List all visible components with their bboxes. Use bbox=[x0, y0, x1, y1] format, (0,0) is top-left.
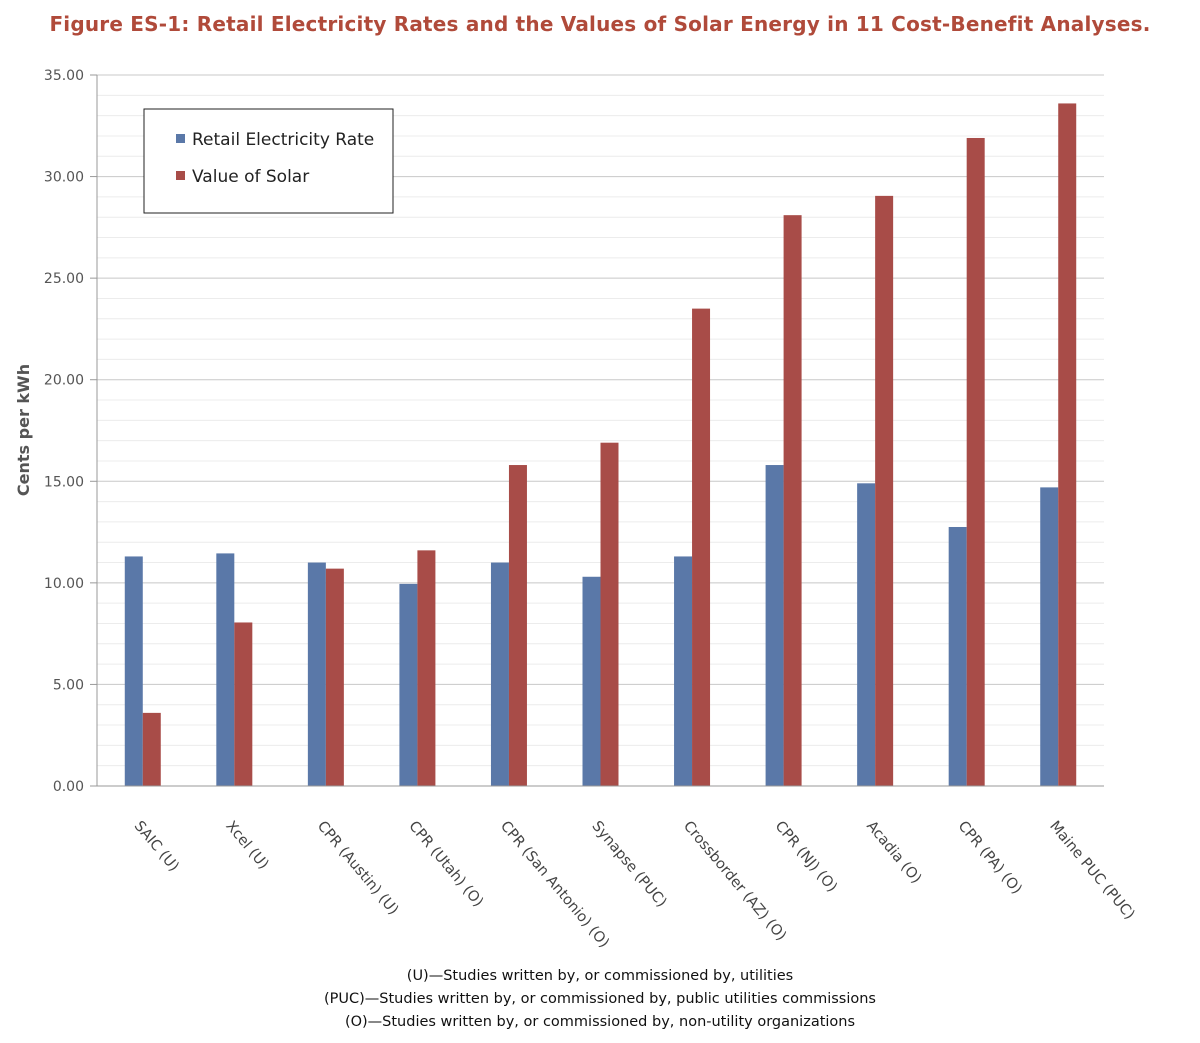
bar-value-of-solar bbox=[417, 550, 436, 786]
x-tick-label: CPR (Utah) (O) bbox=[405, 818, 486, 910]
legend-swatch bbox=[176, 171, 185, 180]
y-tick-label: 15.00 bbox=[44, 474, 84, 490]
x-tick-label: CPR (NJ) (O) bbox=[772, 818, 840, 895]
bar-value-of-solar bbox=[966, 137, 985, 786]
legend-label: Value of Solar bbox=[192, 167, 309, 187]
y-tick-label: 10.00 bbox=[44, 576, 84, 592]
bar-value-of-solar bbox=[508, 465, 527, 786]
x-tick-label: CPR (Austin) (U) bbox=[314, 818, 401, 918]
bar-retail-rate bbox=[674, 556, 693, 786]
x-tick-label: SAIC (U) bbox=[131, 818, 182, 875]
bar-retail-rate bbox=[399, 583, 418, 786]
bar-value-of-solar bbox=[875, 195, 894, 786]
footnote-non-utility: (O)—Studies written by, or commissioned … bbox=[344, 1014, 856, 1030]
x-tick-label: Synapse (PUC) bbox=[588, 818, 669, 910]
x-tick-label: Acadia (O) bbox=[863, 818, 924, 886]
bar-retail-rate bbox=[307, 562, 326, 786]
bar-value-of-solar bbox=[1058, 103, 1077, 786]
bar-value-of-solar bbox=[600, 442, 619, 786]
bar-value-of-solar bbox=[234, 622, 253, 786]
footnotes: (U)—Studies written by, or commissioned … bbox=[0, 965, 1200, 1034]
bar-retail-rate bbox=[857, 483, 876, 786]
footnote-puc: (PUC)—Studies written by, or commissione… bbox=[323, 991, 876, 1007]
x-tick-label: CPR (San Antonio) (O) bbox=[497, 818, 612, 951]
y-tick-label: 0.00 bbox=[53, 779, 84, 795]
bar-retail-rate bbox=[582, 576, 601, 786]
bar-value-of-solar bbox=[142, 712, 161, 786]
bar-retail-rate bbox=[216, 553, 235, 786]
bar-value-of-solar bbox=[692, 308, 711, 786]
y-tick-label: 35.00 bbox=[44, 68, 84, 84]
bar-value-of-solar bbox=[783, 215, 802, 786]
legend-label: Retail Electricity Rate bbox=[192, 130, 374, 150]
bars bbox=[124, 103, 1077, 786]
bar-retail-rate bbox=[1040, 487, 1059, 786]
x-tick-label: Maine PUC (PUC) bbox=[1046, 818, 1137, 923]
legend-swatch bbox=[176, 134, 185, 143]
y-axis-label: Cents per kWh bbox=[14, 364, 33, 496]
y-tick-label: 5.00 bbox=[53, 677, 84, 693]
chart-title: Figure ES-1: Retail Electricity Rates an… bbox=[49, 12, 1151, 36]
footnote-utilities: (U)—Studies written by, or commissioned … bbox=[406, 968, 794, 984]
bar-retail-rate bbox=[490, 562, 509, 786]
legend: Retail Electricity Rate Value of Solar bbox=[143, 108, 394, 214]
bar-retail-rate bbox=[124, 556, 143, 786]
bar-value-of-solar bbox=[325, 568, 344, 786]
bar-retail-rate bbox=[948, 526, 967, 786]
y-tick-label: 25.00 bbox=[44, 271, 84, 287]
legend-box bbox=[143, 108, 394, 214]
y-tick-label: 20.00 bbox=[44, 373, 84, 389]
x-tick-label: CPR (PA) (O) bbox=[955, 818, 1025, 897]
y-tick-label: 30.00 bbox=[44, 170, 84, 186]
bar-retail-rate bbox=[765, 465, 784, 786]
x-tick-label: Xcel (U) bbox=[222, 818, 271, 872]
x-tick-label: Crossborder (AZ) (O) bbox=[680, 818, 789, 944]
